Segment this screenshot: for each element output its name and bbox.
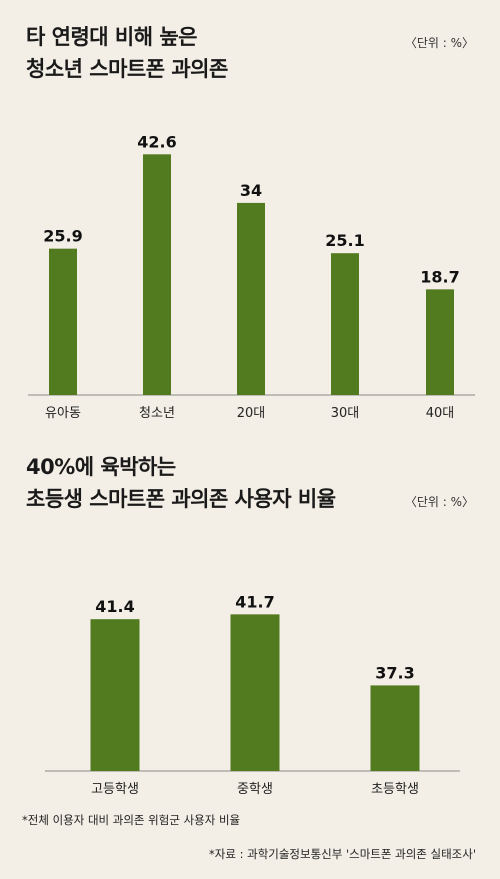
chart1-bar-5 [426,289,454,395]
chart1-bar-1 [49,248,77,395]
footnote: *전체 이용자 대비 과의존 위험군 사용자 비율 [22,813,241,827]
chart2-bar-1 [90,619,140,771]
chart1-category-label-5: 40대 [426,406,455,421]
chart1-category-label-1: 유아동 [45,406,81,421]
source-note: *자료 : 과학기술정보통신부 '스마트폰 과의존 실태조사' [209,847,476,861]
chart1-value-label-2: 42.6 [137,132,176,151]
chart1-category-label-4: 30대 [331,406,360,421]
chart1-value-label-5: 18.7 [420,267,459,286]
chart1-category-label-3: 20대 [237,406,266,421]
chart1-value-label-4: 25.1 [325,231,364,250]
chart1-bar-4 [331,253,359,395]
chart2-bar-3 [370,685,420,771]
chart1-value-label-3: 34 [240,181,262,200]
chart1-value-label-1: 25.9 [43,227,82,246]
chart1-category-label-2: 청소년 [139,406,175,421]
chart2-category-label-1: 고등학생 [91,782,139,797]
chart2-title-line1: 40%에 육박하는 [26,455,176,479]
chart2-title-line2: 초등생 스마트폰 과의존 사용자 비율 [26,487,336,511]
chart2-unit-label: 〈단위 : %〉 [404,495,474,509]
chart1-bar-2 [143,154,171,395]
chart2-category-label-3: 초등학생 [371,782,419,797]
chart2-value-label-1: 41.4 [95,597,134,616]
chart1-title-line2: 청소년 스마트폰 과의존 [26,57,228,81]
chart2-value-label-3: 37.3 [375,663,414,682]
chart2-value-label-2: 41.7 [235,592,274,611]
chart2-bar-chart: 41.4 고등학생 41.7 중학생 37.3 초등학생 [45,592,460,797]
chart1-title-line1: 타 연령대 비해 높은 [26,25,198,49]
chart1-bar-chart: 25.9 유아동 42.6 청소년 34 20대 25.1 30대 18.7 40대 [28,132,475,421]
chart2-bar-2 [230,614,280,771]
chart2-category-label-2: 중학생 [237,782,273,797]
chart1-bar-3 [237,202,265,395]
chart1-unit-label: 〈단위 : %〉 [404,36,474,50]
